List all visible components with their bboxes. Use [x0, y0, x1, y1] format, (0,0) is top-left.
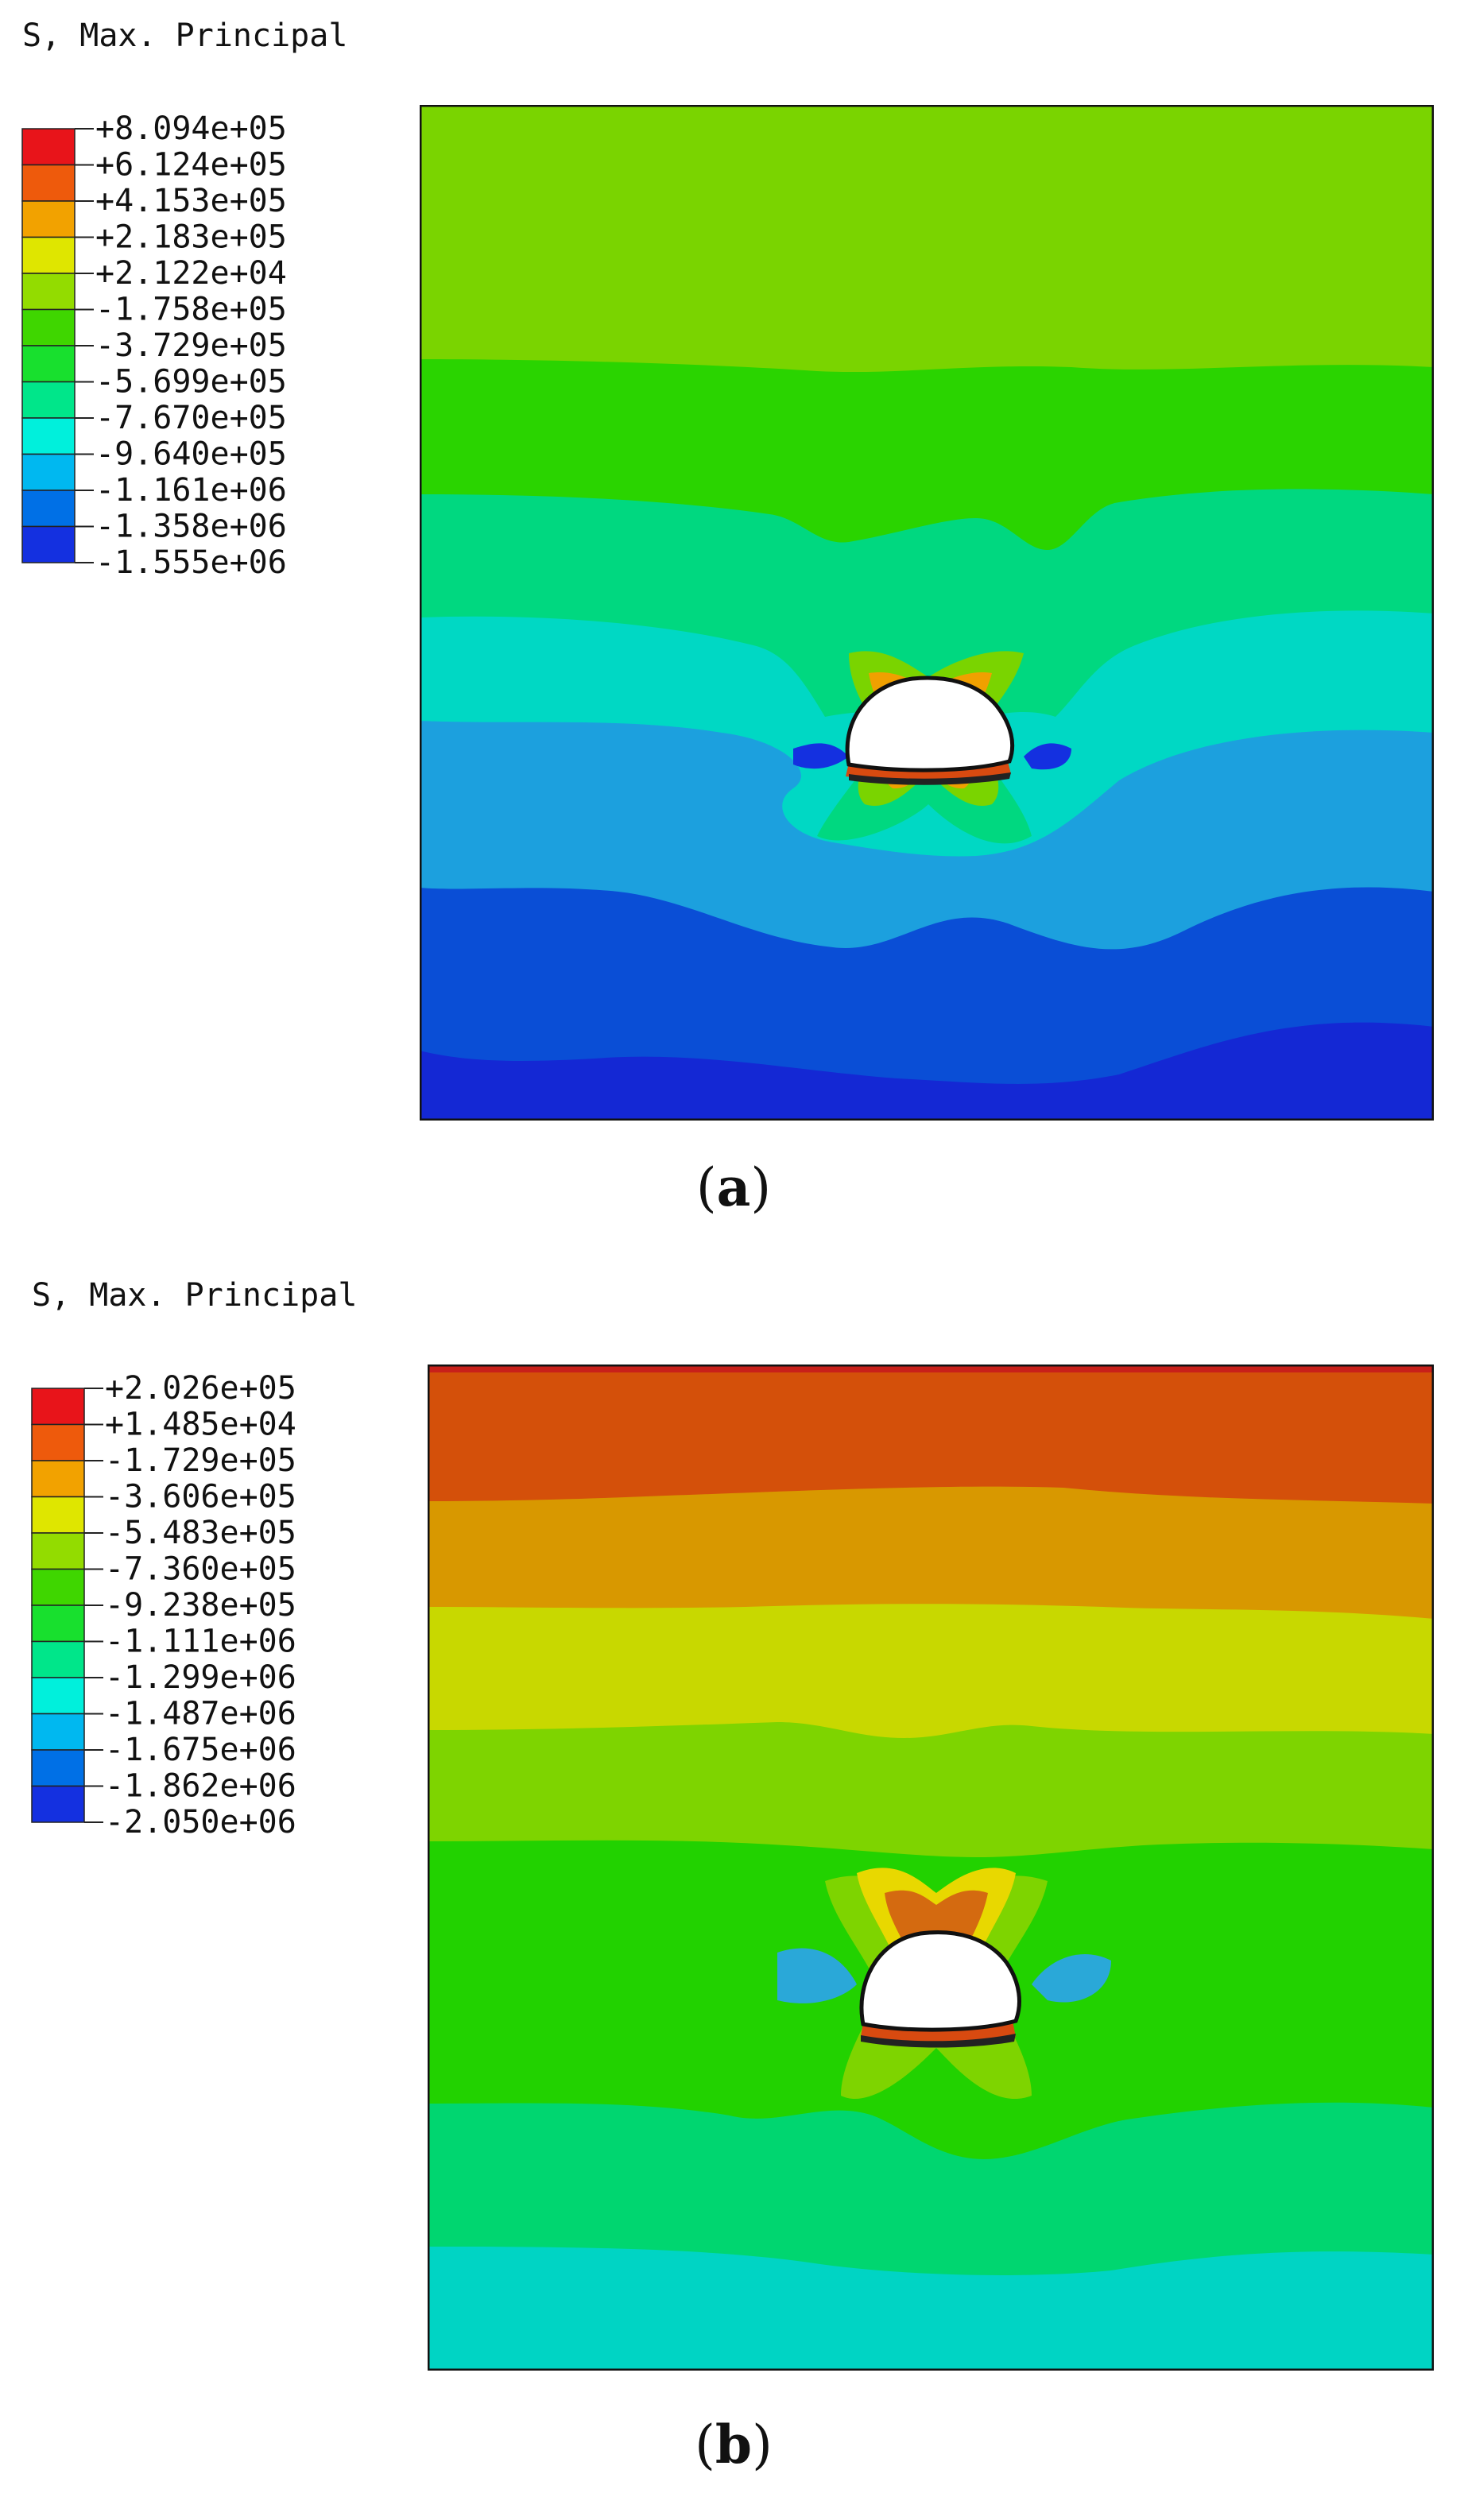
legend-value-label: -5.483e+05	[105, 1515, 296, 1551]
legend-value-label: -1.358e+06	[95, 509, 287, 545]
legend-swatch	[21, 381, 76, 419]
legend-swatch	[21, 308, 76, 346]
legend-swatch	[31, 1460, 85, 1498]
legend-value-label: +2.122e+04	[95, 255, 287, 292]
legend-value-label: -7.360e+05	[105, 1551, 296, 1588]
stress-contour-plot	[420, 105, 1434, 1121]
legend-swatch	[31, 1423, 85, 1461]
legend-value-label: -9.640e+05	[95, 436, 287, 473]
color-legend: +2.026e+05+1.485e+04-1.729e+05-3.606e+05…	[31, 1371, 296, 1841]
legend-value-label: -3.606e+05	[105, 1479, 296, 1515]
caption-letter: a	[716, 1156, 751, 1218]
figure-caption: (b)	[695, 2414, 773, 2475]
legend-swatch	[21, 417, 76, 455]
legend-value-label: -1.675e+06	[105, 1732, 296, 1768]
contour-band	[793, 743, 849, 769]
figure-caption: (a)	[695, 1156, 772, 1218]
legend-value-label: +6.124e+05	[95, 147, 287, 184]
legend-value-label: -7.670e+05	[95, 400, 287, 436]
panel-b: S, Max. Principal +2.026e+05 +1.485e+04 -1…	[0, 1260, 1468, 2520]
cavity-opening	[845, 675, 1015, 772]
legend-swatch	[21, 453, 76, 491]
legend-swatch	[31, 1640, 85, 1678]
contour-band	[420, 105, 1434, 373]
contour-band	[1032, 1953, 1111, 2003]
legend-swatch	[21, 490, 76, 528]
legend-title: S, Max. Principal	[22, 17, 348, 54]
legend-value-label: +8.094e+05	[95, 111, 287, 147]
legend-swatch	[21, 164, 76, 202]
legend-value-label: -3.729e+05	[95, 327, 287, 364]
legend-swatch	[21, 273, 76, 311]
caption-letter: b	[715, 2414, 753, 2475]
legend-swatch	[31, 1532, 85, 1570]
contour-band	[861, 2034, 1016, 2048]
legend-swatch	[31, 1568, 85, 1606]
legend-value-label: +1.485e+04	[105, 1407, 296, 1443]
legend-swatch	[21, 345, 76, 383]
panel-a: S, Max. Principal +8.094e+05 +6.124e+05 +4…	[21, 17, 1434, 1218]
legend-swatch	[21, 236, 76, 274]
legend-value-label: -1.487e+06	[105, 1696, 296, 1732]
legend-swatch	[31, 1785, 85, 1823]
contour-band	[428, 1365, 1434, 1504]
legend-value-label: +4.153e+05	[95, 183, 287, 219]
legend-value-label: -1.758e+05	[95, 292, 287, 328]
legend-swatch	[31, 1496, 85, 1534]
legend-swatch	[31, 1605, 85, 1643]
legend-value-label: -9.238e+05	[105, 1587, 296, 1624]
legend-swatch	[21, 128, 76, 166]
legend-value-label: -1.555e+06	[95, 544, 287, 581]
legend-value-label: -1.862e+06	[105, 1768, 296, 1805]
legend-swatch	[21, 200, 76, 238]
legend-swatch	[31, 1388, 85, 1426]
color-legend: +8.094e+05+6.124e+05+4.153e+05+2.183e+05…	[21, 111, 287, 581]
legend-value-label: -2.050e+06	[105, 1804, 296, 1841]
cavity-opening	[859, 1930, 1021, 2032]
legend-swatch	[21, 525, 76, 563]
legend-value-label: -1.729e+05	[105, 1442, 296, 1479]
contour-band	[849, 772, 1011, 785]
contour-band	[777, 1948, 857, 2003]
legend-value-label: -1.161e+06	[95, 472, 287, 509]
legend-value-label: +2.026e+05	[105, 1371, 296, 1407]
legend-title: S, Max. Principal	[32, 1277, 358, 1314]
legend-value-label: -1.111e+06	[105, 1624, 296, 1660]
legend-value-label: -5.699e+05	[95, 364, 287, 401]
legend-swatch	[31, 1749, 85, 1787]
legend-value-label: -1.299e+06	[105, 1659, 296, 1696]
legend-value-label: +2.183e+05	[95, 219, 287, 256]
legend-swatch	[31, 1677, 85, 1715]
legend-swatch	[31, 1713, 85, 1751]
stress-contour-plot	[428, 1365, 1434, 2371]
contour-band	[1024, 743, 1071, 770]
